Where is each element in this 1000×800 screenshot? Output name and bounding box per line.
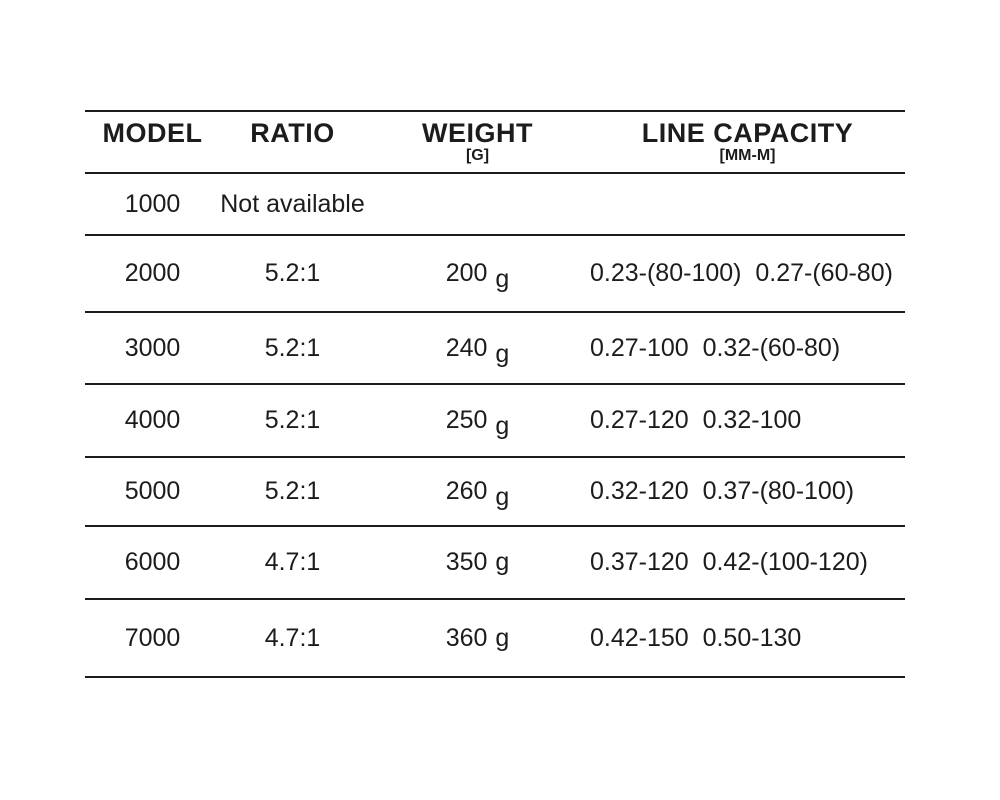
model-cell: 3000 — [124, 333, 181, 362]
line-capacity-cell: 0.23-(80-100) 0.27-(60-80) — [590, 259, 893, 287]
table-row: 3000 5.2:1 240 g 0.27-100 0.32-(60-80) — [85, 313, 905, 385]
weight-value: 250 — [445, 406, 488, 434]
table-row: 2000 5.2:1 200 g 0.23-(80-100) 0.27-(60-8… — [85, 236, 905, 313]
spec-table: MODEL RATIO WEIGHT [G] LINE CAPACITY [MM… — [85, 110, 905, 678]
weight-unit: g — [495, 412, 510, 440]
weight-unit: g — [495, 548, 510, 576]
header-line-capacity-label: LINE CAPACITY — [641, 118, 854, 149]
line-capacity-cell: 0.27-120 0.32-100 — [590, 406, 802, 434]
ratio-cell: 4.7:1 — [264, 623, 321, 652]
model-cell: 5000 — [124, 477, 181, 505]
table-row: 5000 5.2:1 260 g 0.32-120 0.37-(80-100) — [85, 458, 905, 527]
weight-cell — [365, 190, 590, 219]
model-cell: 6000 — [124, 548, 181, 576]
model-cell: 1000 — [124, 189, 181, 218]
line-capacity-cell: 0.42-150 0.50-130 — [590, 623, 802, 652]
weight-unit: g — [495, 483, 510, 511]
weight-unit: g — [495, 339, 510, 368]
header-weight: WEIGHT [G] — [365, 119, 590, 164]
weight-cell: 250 g — [365, 406, 590, 440]
line-capacity-cell: 0.27-100 0.32-(60-80) — [590, 333, 841, 362]
model-cell: 2000 — [124, 259, 181, 287]
model-cell: 4000 — [124, 406, 181, 434]
weight-value: 360 — [445, 623, 488, 652]
ratio-cell: 4.7:1 — [264, 548, 321, 576]
model-cell: 7000 — [124, 623, 181, 652]
table-body: 1000 Not available 2000 5.2:1 200 g 0.23-… — [85, 174, 905, 678]
ratio-cell: Not available — [220, 189, 365, 218]
weight-cell: 350 g — [365, 548, 590, 577]
table-row: 6000 4.7:1 350 g 0.37-120 0.42-(100-120) — [85, 527, 905, 600]
header-weight-label: WEIGHT — [422, 118, 533, 149]
line-capacity-cell: 0.32-120 0.37-(80-100) — [590, 477, 855, 505]
table-header-row: MODEL RATIO WEIGHT [G] LINE CAPACITY [MM… — [85, 112, 905, 174]
table-row: 4000 5.2:1 250 g 0.27-120 0.32-100 — [85, 385, 905, 458]
line-capacity-cell: 0.37-120 0.42-(100-120) — [590, 548, 868, 576]
header-model-label: MODEL — [102, 118, 203, 149]
ratio-cell: 5.2:1 — [264, 406, 321, 434]
header-ratio-label: RATIO — [250, 118, 335, 149]
weight-unit: g — [495, 623, 510, 652]
table-row: 1000 Not available — [85, 174, 905, 236]
weight-cell: 200 g — [365, 259, 590, 293]
header-ratio: RATIO — [220, 119, 365, 164]
table-row: 7000 4.7:1 360 g 0.42-150 0.50-130 — [85, 600, 905, 678]
weight-value: 350 — [445, 548, 488, 576]
weight-cell: 240 g — [365, 333, 590, 368]
ratio-cell: 5.2:1 — [264, 477, 321, 505]
header-model: MODEL — [85, 119, 220, 164]
header-line-capacity-unit: [MM-M] — [719, 146, 776, 164]
header-weight-unit: [G] — [465, 146, 490, 164]
weight-value: 200 — [445, 259, 488, 287]
weight-value: 240 — [445, 333, 488, 362]
header-line-capacity: LINE CAPACITY [MM-M] — [590, 119, 905, 164]
weight-cell: 360 g — [365, 624, 590, 653]
weight-value: 260 — [445, 477, 488, 505]
weight-cell: 260 g — [365, 477, 590, 511]
weight-unit: g — [495, 265, 510, 293]
ratio-cell: 5.2:1 — [264, 333, 321, 362]
ratio-cell: 5.2:1 — [264, 259, 321, 287]
